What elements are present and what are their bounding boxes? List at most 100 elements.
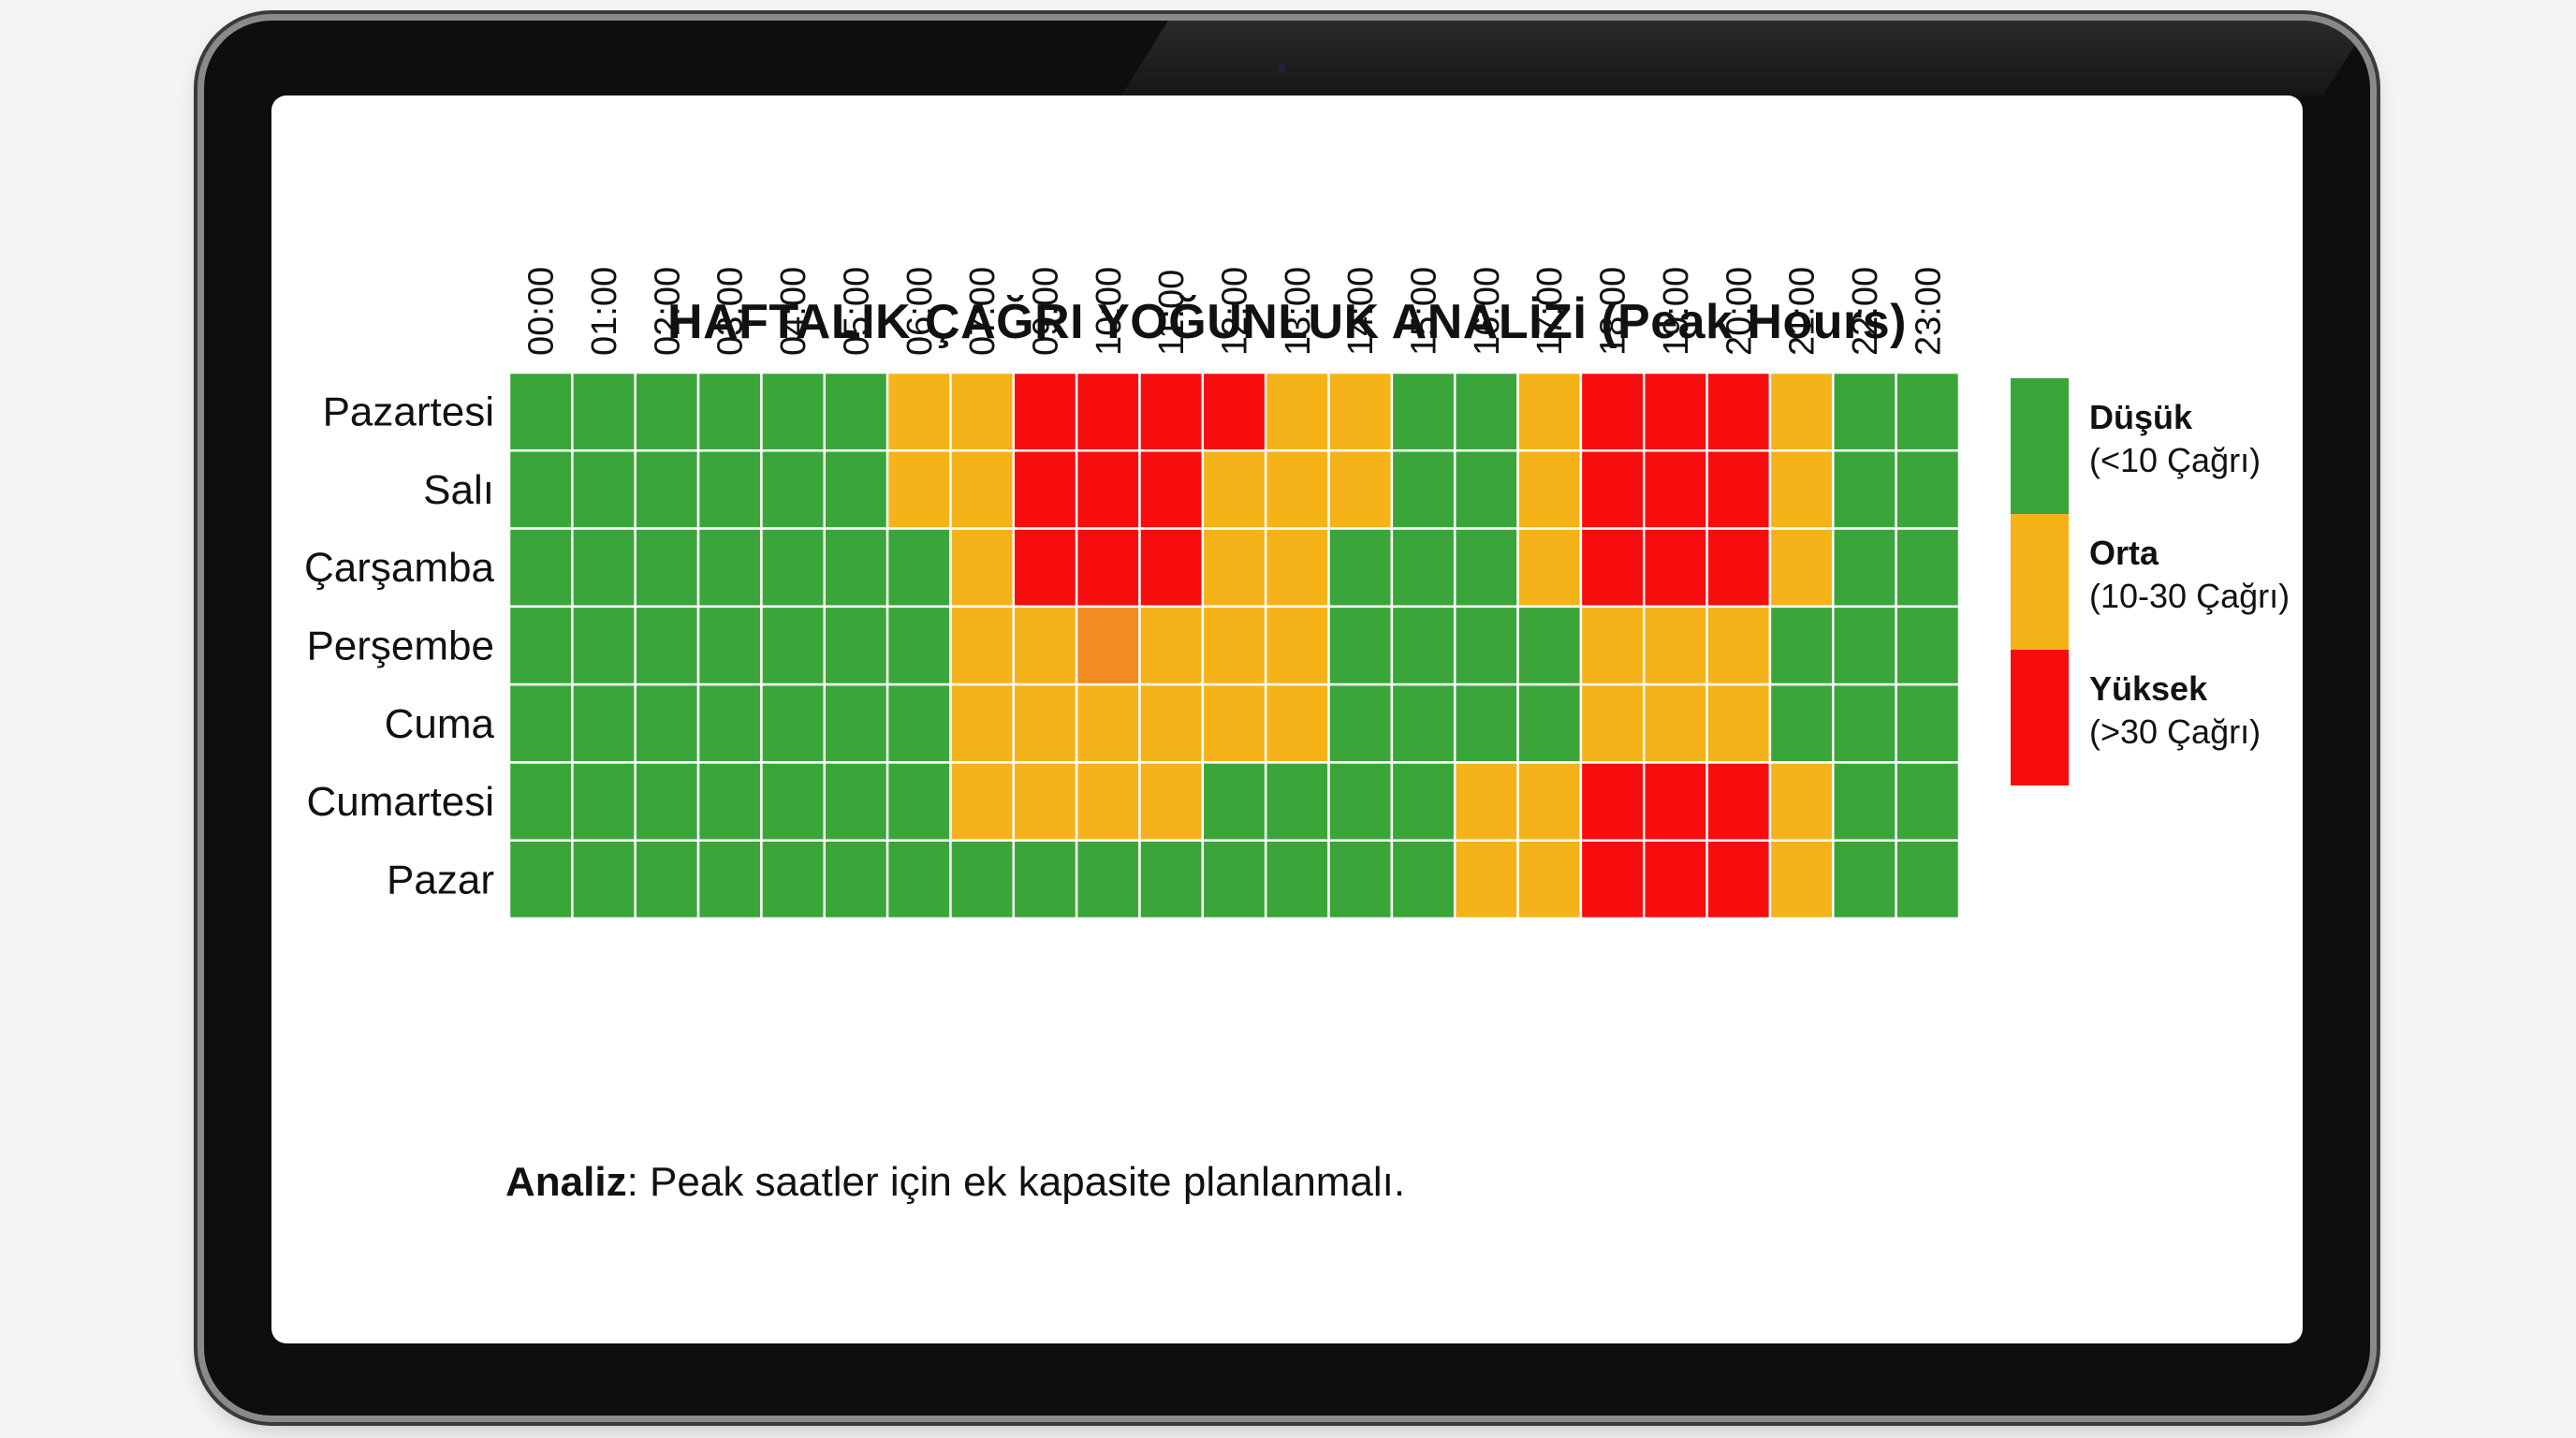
heatmap-cell	[1075, 605, 1141, 686]
heatmap-cell	[1264, 449, 1330, 530]
heatmap-cell	[949, 449, 1016, 530]
hour-label-03-00: 03:00	[711, 267, 751, 356]
heatmap-cell	[1516, 682, 1583, 764]
heatmap-chart: 00:00 01:00 02:00 03:00 04:00 05:00 06:00 07:00…	[304, 267, 2290, 920]
heatmap-cell	[634, 371, 700, 452]
heatmap-cell	[1075, 527, 1141, 609]
heatmap-cell	[696, 527, 763, 609]
heatmap-cell	[949, 527, 1016, 609]
heatmap-cell	[1012, 761, 1078, 842]
hour-label-23-00: 23:00	[1909, 267, 1948, 356]
heatmap-cell	[1705, 839, 1772, 920]
tablet-screen: HAFTALIK ÇAĞRI YOĞUNLUK ANALİZİ (Peak Ho…	[271, 95, 2303, 1343]
heatmap-cell	[1264, 605, 1330, 686]
day-label-7: Pazar	[387, 857, 494, 902]
heatmap-cell	[1895, 527, 1961, 609]
heatmap-cell	[696, 371, 763, 452]
heatmap-cell	[1390, 449, 1456, 530]
heatmap-cell	[507, 761, 574, 842]
heatmap-cell	[634, 449, 700, 530]
heatmap-cell	[949, 682, 1016, 764]
heatmap-cell	[1705, 682, 1772, 764]
heatmap-cell	[507, 449, 574, 530]
tablet-frame: HAFTALIK ÇAĞRI YOĞUNLUK ANALİZİ (Peak Ho…	[204, 21, 2370, 1416]
heatmap-cell	[696, 449, 763, 530]
heatmap-cell	[571, 605, 637, 686]
heatmap-cell	[1768, 682, 1835, 764]
heatmap-cell	[1895, 839, 1961, 920]
heatmap-cell	[1579, 682, 1646, 764]
heatmap-cell	[1012, 449, 1078, 530]
day-label-3: Çarşamba	[304, 545, 494, 591]
heatmap-cell	[1705, 605, 1772, 686]
legend-label-mid: Orta	[2089, 534, 2159, 572]
heatmap-cell	[634, 605, 700, 686]
hour-label-07-00: 07:00	[963, 267, 1003, 356]
legend-desc-low: (<10 Çağrı)	[2089, 441, 2261, 479]
heatmap-cell	[886, 605, 952, 686]
hour-label-01-00: 01:00	[585, 267, 624, 356]
heatmap-cell	[886, 682, 952, 764]
heatmap-cell	[1138, 839, 1205, 920]
heatmap-cell	[1768, 839, 1835, 920]
heatmap-cell	[1705, 761, 1772, 842]
heatmap-cell	[823, 605, 889, 686]
heatmap-cell	[634, 527, 700, 609]
hour-label-22-00: 22:00	[1846, 267, 1885, 356]
heatmap-cell	[1579, 839, 1646, 920]
heatmap-cell	[1012, 371, 1078, 452]
heatmap-cell	[1579, 605, 1646, 686]
heatmap-cell	[1327, 371, 1394, 452]
heatmap-cell	[1768, 449, 1835, 530]
hour-label-19-00: 19:00	[1657, 267, 1696, 356]
heatmap-cell	[1390, 605, 1456, 686]
hour-label-17-00: 17:00	[1530, 267, 1570, 356]
heatmap-cell	[1201, 761, 1267, 842]
heatmap-cell	[507, 527, 574, 609]
heatmap-cell	[1138, 527, 1205, 609]
heatmap-cell	[760, 682, 826, 764]
heatmap-cell	[1832, 449, 1897, 530]
heatmap-cell	[1138, 449, 1205, 530]
heatmap-cell	[1643, 605, 1708, 686]
heatmap-cell	[1453, 682, 1519, 764]
hour-label-11-00: 11:00	[1152, 270, 1192, 356]
heatmap-cell	[760, 527, 826, 609]
heatmap-cell	[1516, 605, 1583, 686]
heatmap-cell	[1643, 761, 1708, 842]
heatmap-cell	[1768, 605, 1835, 686]
heatmap-cell	[1012, 605, 1078, 686]
legend-label-low: Düşük	[2089, 398, 2193, 436]
bezel-reflection	[1121, 21, 2370, 95]
hour-label-04-00: 04:00	[774, 267, 813, 356]
heatmap-cell	[1579, 371, 1646, 452]
heatmap-cell	[886, 527, 952, 609]
heatmap-cell	[886, 371, 952, 452]
legend-desc-high: (>30 Çağrı)	[2089, 712, 2261, 751]
heatmap-cell	[1390, 527, 1456, 609]
day-label-6: Cumartesi	[307, 779, 495, 825]
heatmap-cell	[886, 449, 952, 530]
heatmap-cell	[1516, 839, 1583, 920]
heatmap-cell	[1579, 761, 1646, 842]
heatmap-cell	[1327, 682, 1394, 764]
heatmap-cell	[760, 605, 826, 686]
heatmap-cell	[949, 605, 1016, 686]
heatmap-cell	[507, 839, 574, 920]
heatmap-cell	[1453, 605, 1519, 686]
heatmap-cell	[1895, 605, 1961, 686]
heatmap-cell	[634, 761, 700, 842]
heatmap-cell	[696, 839, 763, 920]
heatmap-cell	[507, 605, 574, 686]
heatmap-cell	[1705, 527, 1772, 609]
heatmap-cell	[823, 839, 889, 920]
hour-axis: 00:00 01:00 02:00 03:00 04:00 05:00 06:00 07:00…	[522, 267, 1949, 356]
heatmap-cell	[1327, 449, 1394, 530]
heatmap-cell	[696, 682, 763, 764]
heatmap-cell	[1579, 527, 1646, 609]
heatmap-cell	[760, 839, 826, 920]
heatmap-cell	[696, 761, 763, 842]
heatmap-cell	[507, 682, 574, 764]
hour-label-14-00: 14:00	[1341, 267, 1381, 356]
legend: Düşük (<10 Çağrı) Orta (10-30 Çağrı) Yüksek (…	[2011, 378, 2290, 785]
